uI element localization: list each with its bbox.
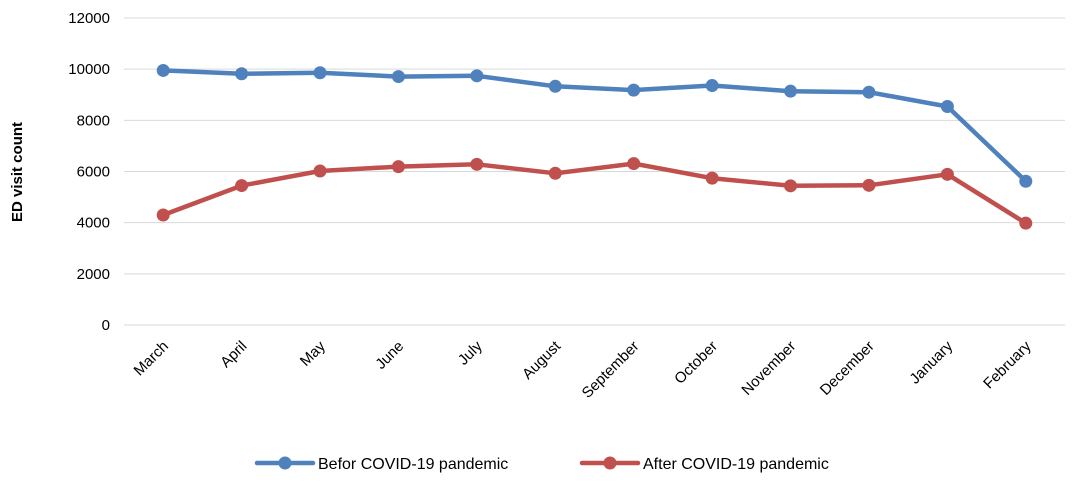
data-point [235,179,249,193]
legend-swatch-marker [278,456,292,470]
data-point [548,166,562,180]
series-group [156,157,1033,230]
series-line [160,161,1029,226]
x-tick-label: February [980,337,1035,392]
x-tick-label: November [738,338,799,399]
y-tick-label: 6000 [77,164,110,181]
x-tick-label: April [217,338,250,371]
x-tick-label: September [579,338,643,402]
legend-item: Befor COVID-19 pandemic [254,456,508,473]
x-tick-label: October [671,338,721,388]
legend-label: After COVID-19 pandemic [643,456,829,473]
data-point [1019,216,1033,230]
legend-label: Befor COVID-19 pandemic [318,456,508,473]
legend: Befor COVID-19 pandemic After COVID-19 pa… [254,456,829,473]
y-tick-label: 0 [102,317,110,334]
data-point [940,167,954,181]
gridlines [124,17,1065,275]
y-axis-title: ED visit count [9,122,26,222]
data-point [391,70,405,84]
series-line [160,68,1029,184]
data-point [548,79,562,93]
y-tick-label: 8000 [77,112,110,129]
x-tick-label: January [906,337,956,387]
y-tick-label: 4000 [77,215,110,232]
data-point [705,171,719,185]
x-tick-label: June [372,338,407,373]
y-tick-label: 12000 [68,10,110,27]
data-point [705,79,719,93]
data-point [627,157,641,171]
series-group [156,63,1033,188]
x-tick-label: March [131,338,172,379]
data-point [313,66,327,80]
data-point [391,160,405,174]
x-tick-label: December [817,338,878,399]
data-point [156,208,170,222]
data-point [940,100,954,114]
data-point [1019,174,1033,188]
data-point [235,67,249,81]
data-point [313,164,327,178]
data-point [784,84,798,98]
x-tick-label: August [519,337,565,383]
data-point [862,178,876,192]
data-point [470,157,484,171]
x-tick-label: July [455,337,486,368]
data-point [470,69,484,83]
y-tick-label: 10000 [68,61,110,78]
legend-swatch-marker [603,456,617,470]
y-tick-label: 2000 [77,266,110,283]
data-point [156,63,170,77]
x-tick-label: May [297,337,329,369]
legend-item: After COVID-19 pandemic [579,456,829,473]
data-point [627,83,641,97]
data-point [784,179,798,193]
data-point [862,85,876,99]
series [156,63,1033,230]
